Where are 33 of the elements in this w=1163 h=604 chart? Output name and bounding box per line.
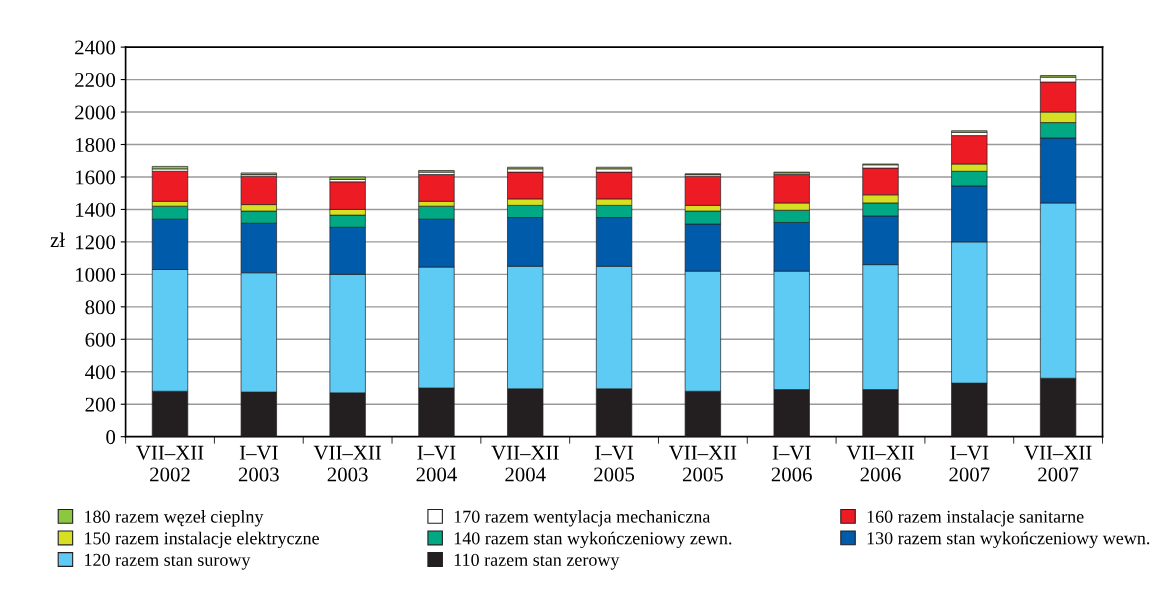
legend-label: 120 razem stan surowy — [85, 553, 251, 570]
legend-label: 150 razem instalacje elektryczne — [85, 531, 319, 549]
y-tick-label: 800 — [85, 300, 116, 315]
x-tick-label: I–VI 2006 — [771, 445, 812, 482]
legend-label: 140 razem stan wykończeniowy zewn. — [454, 531, 732, 549]
x-tick-label: VII–XII 2002 — [136, 445, 204, 482]
y-tick-label: 1400 — [76, 202, 116, 217]
x-tick-label: VII–XII 2006 — [846, 445, 914, 482]
y-tick-label: 400 — [85, 365, 116, 380]
y-tick-label: 2200 — [75, 72, 116, 88]
y-tick-label: 2000 — [75, 105, 116, 120]
x-tick-label: I–VI 2007 — [949, 445, 990, 482]
y-tick-label: 1000 — [76, 267, 116, 282]
legend-label: 110 razem stan zerowy — [454, 553, 620, 570]
legend-label: 130 razem stan wykończeniowy wewn. — [867, 531, 1150, 549]
legend-label: 160 razem instalacje sanitarne — [867, 510, 1084, 527]
y-tick-label: 1800 — [76, 137, 116, 152]
y-tick-label: 1200 — [76, 235, 116, 250]
x-tick-label: VII–XII 2007 — [1024, 445, 1092, 482]
x-tick-label: I–VI 2004 — [416, 445, 457, 482]
x-tick-label: I–VI 2003 — [238, 445, 279, 482]
legend-label: 170 razem wentylacja mechaniczna — [454, 510, 711, 527]
y-tick-label: 0 — [106, 430, 116, 445]
y-tick-label: 2400 — [75, 40, 116, 55]
y-tick-label: 600 — [85, 332, 116, 347]
x-tick-label: I–VI 2005 — [594, 445, 635, 482]
x-tick-label: VII–XII 2005 — [668, 445, 737, 482]
y-tick-label: 200 — [85, 397, 116, 412]
x-tick-label: VII–XII 2003 — [313, 445, 382, 482]
y-axis-title: zł — [50, 232, 65, 247]
y-tick-label: 1600 — [76, 170, 116, 185]
legend-label: 180 razem węzeł cieplny — [85, 510, 264, 527]
x-tick-label: VII–XII 2004 — [491, 445, 559, 482]
